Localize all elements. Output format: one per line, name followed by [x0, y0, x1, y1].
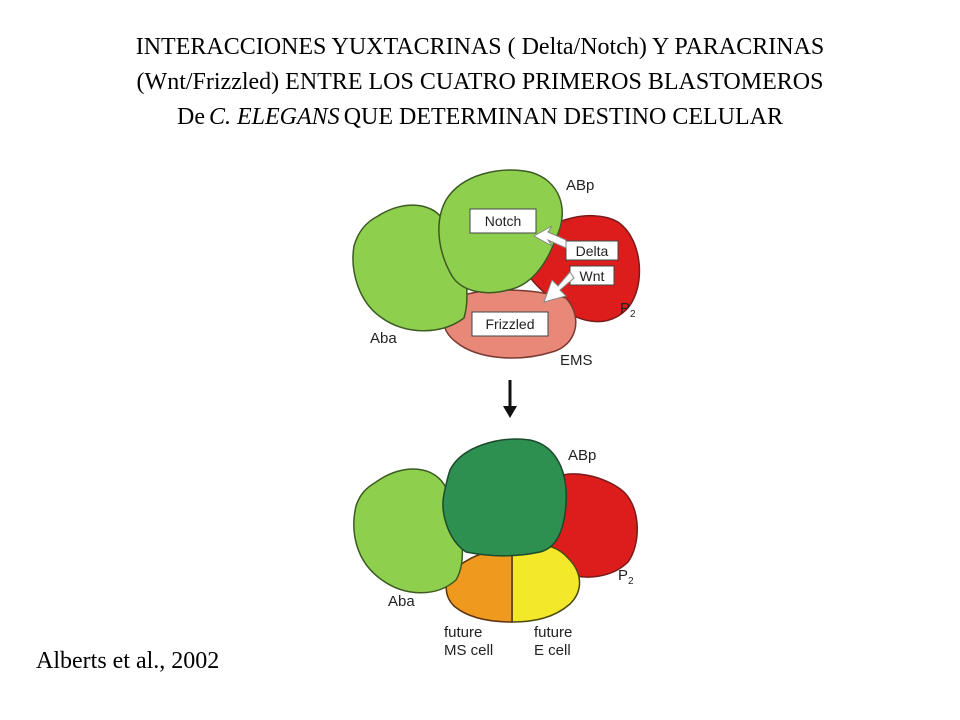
page-title: INTERACCIONES YUXTACRINAS ( Delta/Notch)… — [0, 30, 960, 135]
ems-label-top: EMS — [560, 352, 593, 369]
bottom-panel: ABp Aba P2 future MS cell future E cell — [353, 438, 638, 659]
delta-notch-arrow — [532, 225, 567, 249]
title-suffix: QUE DETERMINAN DESTINO CELULAR — [343, 104, 783, 130]
notch-box — [469, 208, 537, 234]
citation: Alberts et al., 2002 — [36, 648, 220, 674]
future-e-label-2: E cell — [534, 642, 571, 659]
future-ms-label-1: future — [444, 624, 482, 641]
p2-label-bottom: P2 — [618, 567, 634, 587]
p2-label-top: P2 — [620, 300, 636, 320]
delta-box — [565, 240, 619, 261]
frizzled-box — [471, 311, 549, 337]
notch-label: Notch — [485, 213, 522, 229]
abp-cell-bottom — [442, 438, 567, 557]
wnt-label: Wnt — [580, 268, 605, 284]
title-prefix: De — [177, 104, 205, 130]
delta-label: Delta — [576, 243, 609, 259]
title-species: C. ELEGANS — [209, 104, 340, 130]
top-panel: Notch Delta Wnt Frizzled ABp Aba EMS P2 — [352, 169, 641, 369]
future-e-label-1: future — [534, 624, 572, 641]
aba-cell-bottom — [353, 468, 464, 594]
title-line-1: INTERACCIONES YUXTACRINAS ( Delta/Notch)… — [135, 34, 825, 60]
abp-label-bottom: ABp — [568, 447, 596, 464]
abp-label-top: ABp — [566, 177, 594, 194]
down-arrow — [503, 380, 517, 418]
aba-label-bottom: Aba — [388, 593, 415, 610]
wnt-frizzled-arrow — [543, 271, 575, 303]
frizzled-label: Frizzled — [485, 316, 534, 332]
title-line-3: De C. ELEGANS QUE DETERMINAN DESTINO CELUL… — [0, 100, 960, 135]
aba-label-top: Aba — [370, 330, 397, 347]
title-line-2: (Wnt/Frizzled) ENTRE LOS CUATRO PRIMEROS… — [136, 69, 824, 95]
future-ms-label-2: MS cell — [444, 642, 493, 659]
